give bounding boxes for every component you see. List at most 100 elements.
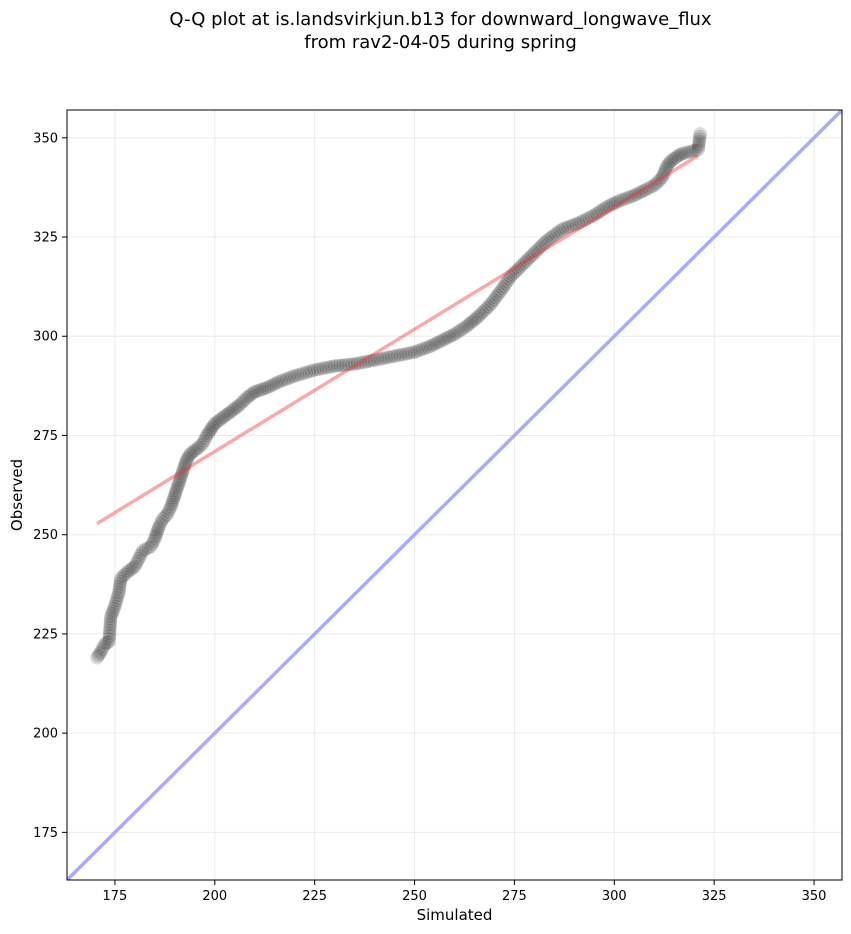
quantile-point [171,476,186,491]
quantile-point [459,319,474,334]
quantile-point [104,606,119,621]
quantile-point [594,203,609,218]
quantile-point [452,324,467,339]
y-tick-label: 225 [33,627,58,642]
quantile-point [379,350,394,365]
quantile-point [330,358,345,373]
quantile-point [655,170,670,185]
quantile-point [129,556,144,571]
quantile-point [531,241,546,256]
fit-line [96,154,700,526]
quantile-point [454,322,469,337]
quantile-point [149,526,164,541]
quantile-point [101,634,116,649]
quantile-point [157,509,172,524]
quantile-point [606,196,621,211]
quantile-point [179,454,194,469]
quantile-point [324,359,339,374]
quantile-point [277,372,292,387]
quantile-point [437,332,452,347]
quantile-point [171,478,186,493]
quantile-point [252,383,267,398]
quantile-point [153,517,168,532]
quantile-point [177,459,192,474]
quantile-point [398,346,413,361]
quantile-point [198,431,213,446]
quantile-point [553,223,568,238]
quantile-point [442,329,457,344]
quantile-point [660,158,675,173]
quantile-point [519,253,534,268]
quantile-point [465,314,480,329]
quantile-point [507,265,522,280]
quantile-point [483,297,498,312]
quantile-point [548,227,563,242]
quantile-point [359,354,374,369]
quantile-point [310,362,325,377]
quantile-point [162,502,177,517]
quantile-point [428,336,443,351]
quantile-point [241,389,256,404]
quantile-point [167,488,182,502]
quantile-point [461,317,476,332]
y-tick-label: 175 [33,826,58,841]
quantile-point [175,464,190,479]
quantile-point [143,539,158,554]
quantile-point [410,344,425,359]
quantile-point [174,468,189,483]
quantile-point [91,648,106,663]
quantile-point [103,620,118,635]
quantile-point [471,309,486,324]
y-tick-label: 350 [33,131,58,146]
x-tick-label: 300 [602,889,627,904]
quantile-point [525,247,540,262]
quantile-point [685,144,700,159]
quantile-point [663,154,678,169]
quantile-point [621,190,636,205]
quantile-point [563,219,578,234]
quantile-point [407,345,422,360]
quantile-point [384,349,399,364]
quantile-point [613,193,628,208]
quantile-point [304,363,319,378]
quantile-point [107,599,122,614]
quantile-point [568,217,583,232]
quantile-point [653,172,668,187]
y-tick-label: 275 [33,429,58,444]
quantile-point [168,485,183,500]
x-tick-label: 225 [302,889,327,904]
quantile-point [183,446,198,461]
quantile-point [541,232,556,247]
quantile-point [189,441,204,456]
quantile-point [259,380,274,395]
quantile-point [195,436,210,451]
quantile-point [475,305,490,320]
quantile-point [688,143,703,158]
quantile-point [163,499,178,514]
quantile-point [197,433,212,448]
quantile-point [529,243,544,258]
quantile-point [161,505,176,520]
quantile-point [135,543,150,558]
quantile-point [415,342,430,357]
quantile-point [495,281,510,296]
quantile-point [546,228,561,243]
quantile-point [154,514,169,529]
quantile-point [150,524,165,539]
quantile-point [543,230,558,245]
quantile-point [247,384,262,399]
quantile-point [99,635,114,650]
quantile-point [321,360,336,375]
quantile-point [141,540,156,555]
quantile-point [191,440,206,455]
quantile-point [172,473,187,488]
quantile-point [616,192,631,207]
quantile-point [486,292,501,307]
quantile-point [558,221,573,236]
quantile-point [634,184,649,199]
quantile-point [103,609,118,624]
quantile-point [629,187,644,202]
quantile-point [490,288,505,303]
quantile-point [493,283,508,298]
quantile-point [102,631,117,646]
